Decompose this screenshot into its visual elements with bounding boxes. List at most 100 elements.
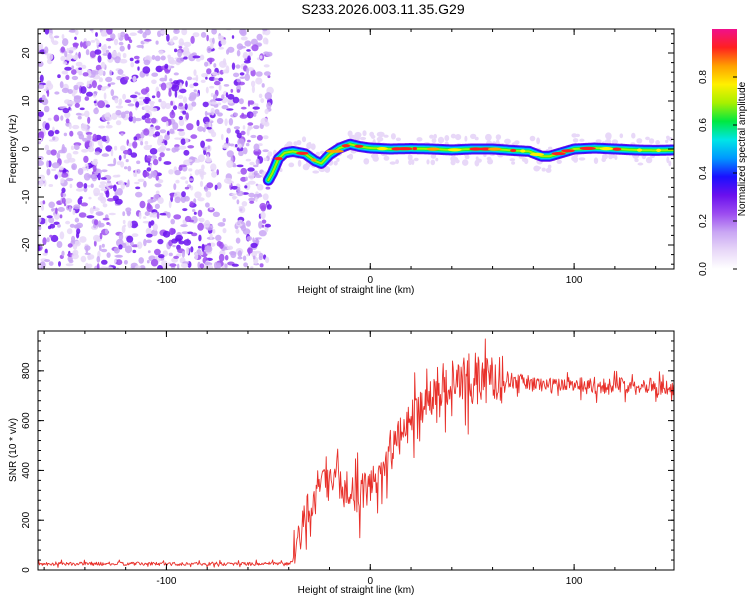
- spectrogram-noise-blob: [174, 169, 181, 176]
- spectrogram-noise-blob: [150, 197, 154, 200]
- spectrogram-noise-blob: [73, 250, 76, 256]
- spectrogram-noise-blob: [48, 201, 55, 209]
- spectrogram-noise-blob: [254, 237, 262, 240]
- spectrogram-noise-blob: [67, 89, 73, 94]
- colorbar-tick-label: 0.2: [698, 214, 709, 228]
- spectrogram-halo-blob: [547, 164, 552, 169]
- spectrogram-noise-blob: [73, 95, 82, 100]
- spectrogram-halo-blob: [486, 156, 492, 161]
- spectrogram-noise-blob: [261, 224, 265, 228]
- spectrogram-noise-blob: [64, 111, 71, 119]
- snr-plot-area: [38, 331, 674, 570]
- spectrogram-noise-blob: [140, 141, 144, 146]
- spectrogram-noise-blob: [236, 190, 244, 197]
- snr-y-axis-label: SNR (10 * v/v): [8, 418, 19, 482]
- spectrogram-xtick-label: 100: [566, 275, 583, 286]
- spectrogram-noise-blob: [144, 98, 150, 104]
- spectrogram-noise-blob: [180, 224, 188, 228]
- spectrogram-noise-blob: [39, 180, 44, 187]
- spectrogram-noise-blob: [126, 211, 131, 217]
- spectrogram-noise-blob: [119, 58, 128, 64]
- spectrogram-noise-blob: [110, 148, 114, 157]
- spectrogram-halo-blob: [579, 138, 585, 142]
- spectrogram-noise-blob: [218, 46, 225, 50]
- spectrogram-noise-blob: [217, 222, 226, 227]
- spectrogram-noise-blob: [66, 228, 73, 235]
- spectrogram-noise-blob: [245, 142, 250, 147]
- spectrogram-noise-blob: [244, 40, 252, 47]
- spectrogram-noise-blob: [126, 235, 134, 243]
- spectrogram-noise-blob: [62, 61, 68, 65]
- spectrogram-halo-blob: [533, 165, 541, 172]
- spectrogram-noise-blob: [80, 123, 88, 131]
- spectrogram-noise-blob: [114, 97, 119, 104]
- spectrogram-noise-blob: [61, 70, 69, 75]
- snr-x-axis-label: Height of straight line (km): [298, 585, 415, 596]
- spectrogram-noise-blob: [138, 257, 144, 264]
- spectrogram-halo-blob: [504, 138, 511, 145]
- spectrogram-hot-spot: [354, 144, 364, 148]
- spectrogram-noise-blob: [77, 167, 84, 176]
- spectrogram-noise-blob: [115, 109, 122, 116]
- spectrogram-noise-blob: [84, 110, 90, 118]
- spectrogram-noise-blob: [117, 32, 121, 38]
- spectrogram-noise-blob: [98, 77, 103, 83]
- spectrogram-noise-blob: [150, 117, 157, 124]
- spectrogram-hot-spot: [274, 157, 283, 161]
- spectrogram-halo-blob: [363, 158, 370, 165]
- spectrogram-noise-blob: [47, 117, 52, 121]
- spectrogram-noise-blob: [211, 101, 218, 105]
- spectrogram-noise-blob: [101, 31, 108, 37]
- spectrogram-noise-blob: [82, 137, 88, 142]
- spectrogram-noise-blob: [113, 184, 117, 192]
- spectrogram-noise-blob: [205, 121, 210, 125]
- spectrogram-noise-blob: [96, 39, 100, 46]
- spectrogram-noise-blob: [46, 168, 51, 176]
- spectrogram-noise-blob: [219, 60, 227, 68]
- spectrogram-halo-blob: [437, 136, 445, 144]
- spectrogram-noise-blob: [38, 84, 45, 89]
- spectrogram-noise-blob: [136, 160, 141, 165]
- spectrogram-noise-blob: [255, 77, 263, 85]
- spectrogram-noise-blob: [255, 103, 259, 107]
- spectrogram-noise-blob: [209, 207, 213, 210]
- spectrogram-noise-blob: [122, 149, 131, 155]
- spectrogram-noise-blob: [240, 36, 248, 41]
- spectrogram-noise-blob: [157, 265, 163, 269]
- snr-ticks: -100 0 100 0 200 400 600 800: [21, 330, 674, 587]
- snr-xtick-label: -100: [156, 576, 176, 587]
- spectrogram-noise-blob: [208, 76, 216, 82]
- spectrogram-noise-blob: [92, 165, 97, 172]
- spectrogram-noise-blob: [111, 112, 118, 120]
- spectrogram-noise-blob: [47, 130, 55, 137]
- spectrogram-noise-blob: [248, 100, 255, 105]
- spectrogram-noise-blob: [95, 107, 98, 110]
- spectrogram-hot-spot: [510, 148, 517, 153]
- spectrogram-ytick-label: 10: [21, 95, 32, 107]
- spectrogram-noise-blob: [76, 231, 80, 239]
- spectrogram-noise-blob: [210, 92, 214, 98]
- spectrogram-noise-blob: [143, 105, 152, 111]
- spectrogram-noise-blob: [160, 82, 167, 91]
- spectrogram-noise-blob: [256, 184, 264, 191]
- spectrogram-noise-blob: [159, 212, 167, 216]
- spectrogram-noise-blob: [151, 72, 159, 77]
- spectrogram-noise-blob: [105, 135, 109, 141]
- spectrogram-noise-blob: [49, 234, 53, 238]
- spectrogram-noise-blob: [114, 56, 121, 64]
- spectrogram-noise-blob: [90, 183, 94, 188]
- spectrogram-hot-spot: [561, 149, 575, 153]
- spectrogram-noise-blob: [187, 231, 194, 235]
- spectrogram-noise-blob: [267, 151, 273, 157]
- spectrogram-noise-blob: [197, 209, 203, 217]
- spectrogram-noise-blob: [93, 100, 97, 104]
- spectrogram-noise-blob: [236, 199, 240, 205]
- spectrogram-noise-blob: [92, 70, 100, 75]
- spectrogram-noise-blob: [66, 47, 70, 54]
- spectrogram-noise-blob: [189, 92, 197, 100]
- spectrogram-noise-blob: [233, 72, 240, 78]
- spectrogram-noise-blob: [160, 55, 166, 61]
- spectrogram-noise-blob: [134, 265, 142, 269]
- spectrogram-noise-blob: [161, 106, 166, 110]
- spectrogram-noise-blob: [182, 110, 187, 115]
